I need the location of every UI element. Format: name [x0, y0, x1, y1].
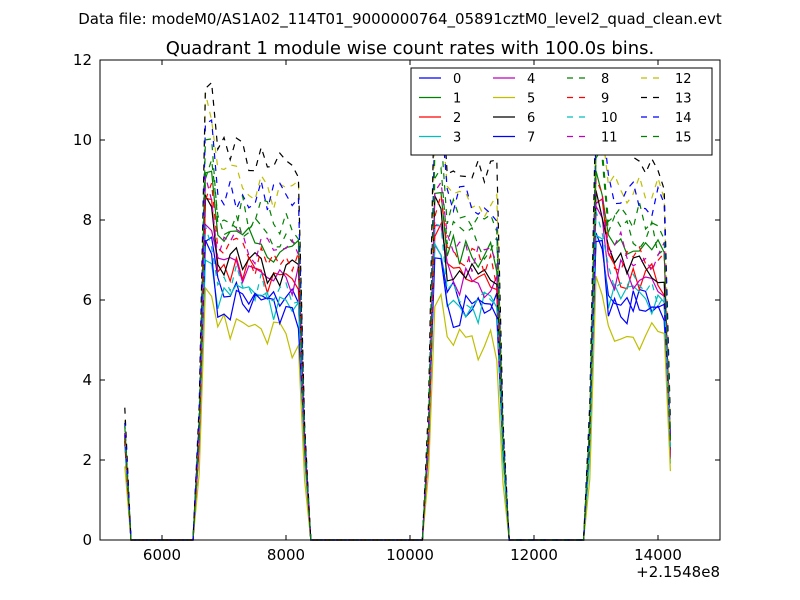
legend-label-13: 13 [675, 92, 692, 107]
legend-label-6: 6 [527, 111, 535, 126]
series-line-10 [124, 210, 671, 541]
legend-label-10: 10 [601, 111, 618, 126]
y-tick-label: 10 [73, 131, 92, 149]
y-tick-label: 2 [82, 451, 92, 469]
legend-label-5: 5 [527, 92, 535, 107]
chart-supertitle: Data file: modeM0/AS1A02_114T01_90000007… [78, 10, 722, 29]
y-tick-label: 6 [82, 291, 92, 309]
legend-label-0: 0 [453, 72, 461, 87]
x-tick-label: 14000 [634, 546, 682, 564]
y-tick-label: 4 [82, 371, 92, 389]
series-line-6 [124, 190, 671, 541]
legend-label-4: 4 [527, 72, 535, 87]
series-line-2 [124, 197, 671, 541]
legend-label-8: 8 [601, 72, 609, 87]
legend-label-14: 14 [675, 111, 692, 126]
series-line-5 [124, 276, 671, 541]
x-tick-label: 10000 [386, 546, 434, 564]
series-line-11 [124, 175, 671, 541]
series-line-8 [124, 149, 671, 541]
series-line-9 [124, 178, 671, 541]
series-line-14 [124, 110, 671, 541]
legend-label-9: 9 [601, 92, 609, 107]
series-line-7 [124, 239, 671, 541]
y-tick-label: 0 [82, 531, 92, 549]
legend-label-3: 3 [453, 131, 461, 146]
y-tick-label: 12 [73, 51, 92, 69]
x-tick-label: 12000 [510, 546, 558, 564]
x-tick-label: 6000 [143, 546, 181, 564]
legend-label-12: 12 [675, 72, 692, 87]
legend-label-15: 15 [675, 131, 692, 146]
y-tick-label: 8 [82, 211, 92, 229]
legend-label-1: 1 [453, 92, 461, 107]
x-tick-label: 8000 [267, 546, 305, 564]
legend-box [410, 67, 713, 156]
chart-title: Quadrant 1 module wise count rates with … [166, 38, 655, 59]
legend-label-11: 11 [601, 131, 618, 146]
series-line-3 [124, 234, 671, 541]
legend-label-7: 7 [527, 131, 535, 146]
legend-label-2: 2 [453, 111, 461, 126]
x-offset-label: +2.1548e8 [636, 563, 720, 581]
